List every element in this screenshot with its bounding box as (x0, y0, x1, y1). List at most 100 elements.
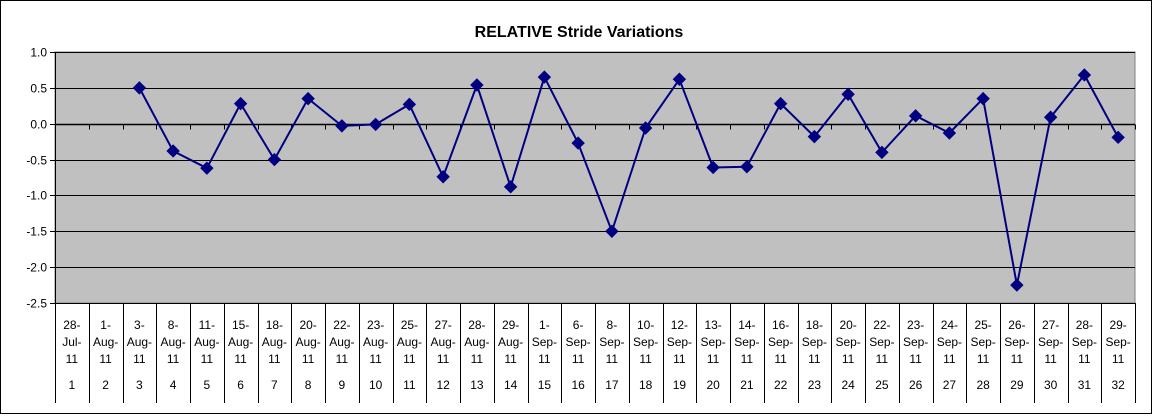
x-category-date-label: 11 (842, 352, 855, 366)
x-category-date-label: 11 (741, 352, 754, 366)
x-category-index-label: 19 (673, 378, 687, 392)
x-category-date-label: 11 (1044, 352, 1057, 366)
x-category-date-label: 27- (434, 318, 451, 332)
data-point-marker (267, 152, 282, 167)
x-category-date-label: Sep- (565, 335, 590, 349)
x-category-date-label: 13- (704, 318, 721, 332)
data-point-marker (470, 78, 484, 92)
x-category-date-label: Jul- (62, 335, 81, 349)
y-tick-label: 0.0 (30, 118, 47, 132)
data-point-marker (166, 144, 180, 158)
x-category-index-label: 13 (470, 378, 484, 392)
x-category-date-label: 26- (1008, 318, 1025, 332)
x-category-date-label: 20- (299, 318, 316, 332)
x-category-index-label: 3 (136, 378, 143, 392)
x-category-date-label: 20- (839, 318, 856, 332)
x-category-date-label: Sep- (599, 335, 624, 349)
x-category-index-label: 31 (1078, 378, 1092, 392)
data-point-marker (605, 224, 619, 238)
x-category-date-label: Sep- (869, 335, 894, 349)
x-category-date-label: 11 (606, 352, 619, 366)
x-category-index-label: 21 (740, 378, 754, 392)
x-category-index-label: 18 (639, 378, 653, 392)
x-category-index-label: 26 (909, 378, 923, 392)
x-category-index-label: 2 (102, 378, 109, 392)
x-category-date-label: 22- (873, 318, 890, 332)
x-category-date-label: 11 (538, 352, 551, 366)
x-category-index-label: 30 (1044, 378, 1058, 392)
y-tick-label: -1.0 (26, 189, 47, 203)
x-category-date-label: 28- (468, 318, 485, 332)
x-category-date-label: Sep- (1004, 335, 1029, 349)
data-point-marker (402, 97, 417, 112)
data-point-marker (335, 119, 349, 133)
x-category-index-label: 24 (841, 378, 855, 392)
x-category-date-label: 11 (403, 352, 416, 366)
x-category-index-label: 27 (943, 378, 957, 392)
x-category-date-label: 8- (168, 318, 179, 332)
x-category-date-label: 18- (266, 318, 283, 332)
x-category-date-label: 25- (974, 318, 991, 332)
x-category-date-label: 11- (199, 318, 215, 332)
x-category-date-label: 11 (133, 352, 146, 366)
x-category-index-label: 10 (369, 378, 383, 392)
data-point-marker (1010, 278, 1024, 292)
data-point-marker (672, 72, 687, 86)
x-category-date-label: Aug- (160, 335, 185, 349)
x-category-date-label: Aug- (262, 335, 287, 349)
x-category-date-label: Sep- (937, 335, 962, 349)
x-category-date-label: 15- (232, 318, 249, 332)
x-category-date-label: 11 (1011, 352, 1024, 366)
x-category-date-label: Sep- (633, 335, 658, 349)
x-category-date-label: 8- (607, 318, 618, 332)
x-category-date-label: 11 (943, 352, 956, 366)
x-category-date-label: 11 (876, 352, 889, 366)
x-category-date-label: 25- (401, 318, 418, 332)
x-category-index-label: 29 (1010, 378, 1024, 392)
x-category-date-label: 11 (437, 352, 450, 366)
plot-background (54, 51, 1136, 304)
y-tick-label: -1.5 (26, 225, 47, 239)
x-category-date-label: 11 (167, 352, 180, 366)
x-category-date-label: Aug- (464, 335, 489, 349)
data-point-marker (301, 91, 315, 106)
x-category-date-label: Aug- (363, 335, 388, 349)
x-category-index-label: 12 (436, 378, 450, 392)
x-category-date-label: 11 (707, 352, 720, 366)
x-category-date-label: Sep- (802, 335, 827, 349)
data-point-marker (1111, 130, 1125, 145)
x-category-date-label: 11 (1078, 352, 1091, 366)
x-category-date-label: Sep- (532, 335, 557, 349)
x-category-date-label: 18- (806, 318, 823, 332)
data-point-marker (942, 126, 957, 140)
data-point-marker (908, 109, 923, 123)
x-category-date-label: 14- (738, 318, 755, 332)
data-point-marker (706, 160, 720, 175)
data-point-marker (537, 70, 552, 84)
x-category-date-label: 22- (333, 318, 350, 332)
series-line (138, 73, 1119, 287)
axes: 1.0 0.5 0.0 -0.5 -1.0 -1.5 -2.0 -2.5 (26, 46, 1136, 311)
x-category-date-label: 24- (941, 318, 958, 332)
x-category-date-label: 11 (234, 352, 247, 366)
x-category-date-label: Sep- (734, 335, 759, 349)
x-category-date-label: 11 (99, 352, 112, 366)
x-category-index-label: 8 (305, 378, 312, 392)
x-category-date-label: 23- (907, 318, 924, 332)
x-category-date-label: 28- (63, 318, 80, 332)
x-category-date-label: Sep- (768, 335, 793, 349)
x-category-date-label: 11 (673, 352, 686, 366)
x-category-date-label: 11 (1112, 352, 1125, 366)
y-tick-label: -2.5 (26, 297, 47, 311)
y-tick-label: 0.5 (30, 82, 47, 96)
x-category-date-label: 29- (502, 318, 519, 332)
x-category-date-label: Sep- (1038, 335, 1063, 349)
x-category-index-label: 17 (605, 378, 619, 392)
x-category-index-label: 32 (1111, 378, 1125, 392)
x-category-date-label: Aug- (498, 335, 523, 349)
data-point-marker (976, 91, 990, 106)
data-point-marker (807, 129, 822, 144)
x-category-date-label: Sep- (1072, 335, 1097, 349)
x-category-index-label: 20 (706, 378, 720, 392)
